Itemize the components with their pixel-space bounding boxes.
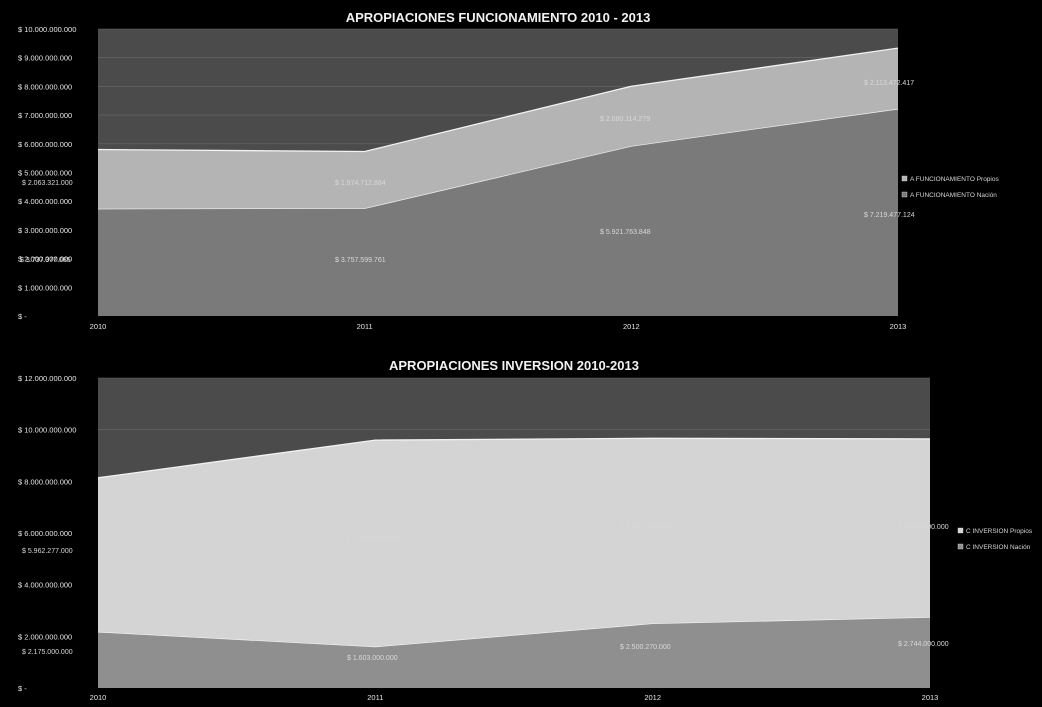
area-series-0	[98, 108, 898, 316]
y-tick-label: $ 8.000.000.000	[18, 82, 72, 91]
chart-title: APROPIACIONES INVERSION 2010-2013	[389, 358, 639, 373]
data-label: $ 6.900.000.000	[898, 524, 949, 531]
area-series-1	[98, 48, 898, 209]
y-tick-label: $ -	[18, 312, 27, 321]
data-label: $ 2.063.321.000	[22, 180, 73, 187]
legend-swatch	[901, 175, 908, 182]
area-series-0	[98, 617, 930, 688]
data-label: $ 7.219.477.124	[864, 212, 915, 219]
y-tick-label: $ 1.000.000.000	[18, 283, 72, 292]
y-tick-label: $ 12.000.000.000	[18, 374, 76, 383]
y-tick-label: $ 7.000.000.000	[18, 111, 72, 120]
y-tick-label: $ 4.000.000.000	[18, 197, 72, 206]
y-tick-label: $ 9.000.000.000	[18, 54, 72, 63]
x-tick-label: 2013	[890, 322, 907, 331]
y-tick-label: $ 6.000.000.000	[18, 140, 72, 149]
area-series-1	[98, 438, 930, 647]
data-label: $ 7.992.000.000	[347, 535, 398, 542]
x-tick-label: 2011	[357, 322, 373, 331]
y-tick-label: $ 6.000.000.000	[18, 529, 72, 538]
y-tick-label: $ 10.000.000.000	[18, 426, 76, 435]
x-tick-label: 2011	[367, 693, 383, 702]
data-label: $ 2.080.114.279	[600, 116, 650, 123]
data-label: $ 3.757.599.761	[335, 257, 386, 264]
data-label: $ 2.500.270.000	[620, 644, 671, 651]
data-label: $ 1.603.000.000	[347, 655, 398, 662]
y-tick-label: $ 4.000.000.000	[18, 581, 72, 590]
y-tick-label: $ 10.000.000.000	[18, 25, 76, 34]
y-tick-label: $ -	[18, 684, 27, 693]
legend-swatch	[957, 543, 964, 550]
y-tick-label: $ 5.000.000.000	[18, 169, 72, 178]
data-label: $ 5.921.763.848	[600, 229, 651, 236]
data-label: $ 7.167.000.000	[620, 524, 671, 531]
data-label: $ 2.113.472.417	[864, 80, 914, 87]
legend-swatch	[901, 191, 908, 198]
data-label: $ 3.737.377.085	[20, 257, 71, 264]
legend-entry: C INVERSION Propios	[966, 528, 1033, 535]
data-label: $ 5.962.277.000	[22, 548, 73, 555]
legend-entry: C INVERSION Nación	[966, 544, 1031, 551]
data-label: $ 2.744.000.000	[898, 641, 949, 648]
chart-title: APROPIACIONES FUNCIONAMIENTO 2010 - 2013	[346, 10, 651, 25]
data-label: $ 1.974.712.884	[335, 180, 386, 187]
chart-funcionamiento: $ 3.737.377.085 $ 3.757.599.761 $ 5.921.76…	[18, 10, 999, 331]
legend-swatch	[957, 527, 964, 534]
area-edge-1	[97, 47, 899, 153]
chart-inversion: $ 2.175.000.000 $ 1.603.000.000 $ 2.500.27…	[18, 358, 1033, 702]
area-edge-1	[97, 437, 931, 479]
x-tick-label: 2012	[623, 322, 640, 331]
x-tick-label: 2012	[644, 693, 661, 702]
y-tick-label: $ 3.000.000.000	[18, 226, 72, 235]
x-tick-label: 2010	[90, 322, 107, 331]
y-tick-label: $ 8.000.000.000	[18, 477, 72, 486]
y-tick-label: $ 2.000.000.000	[18, 632, 72, 641]
x-tick-label: 2013	[922, 693, 939, 702]
legend-entry: A FUNCIONAMIENTO Nación	[910, 192, 997, 199]
x-tick-label: 2010	[90, 693, 107, 702]
legend-entry: A FUNCIONAMIENTO Propios	[910, 176, 999, 183]
y-tick-label: $ 2.000.000.000	[18, 255, 72, 264]
data-label: $ 2.175.000.000	[22, 649, 73, 656]
